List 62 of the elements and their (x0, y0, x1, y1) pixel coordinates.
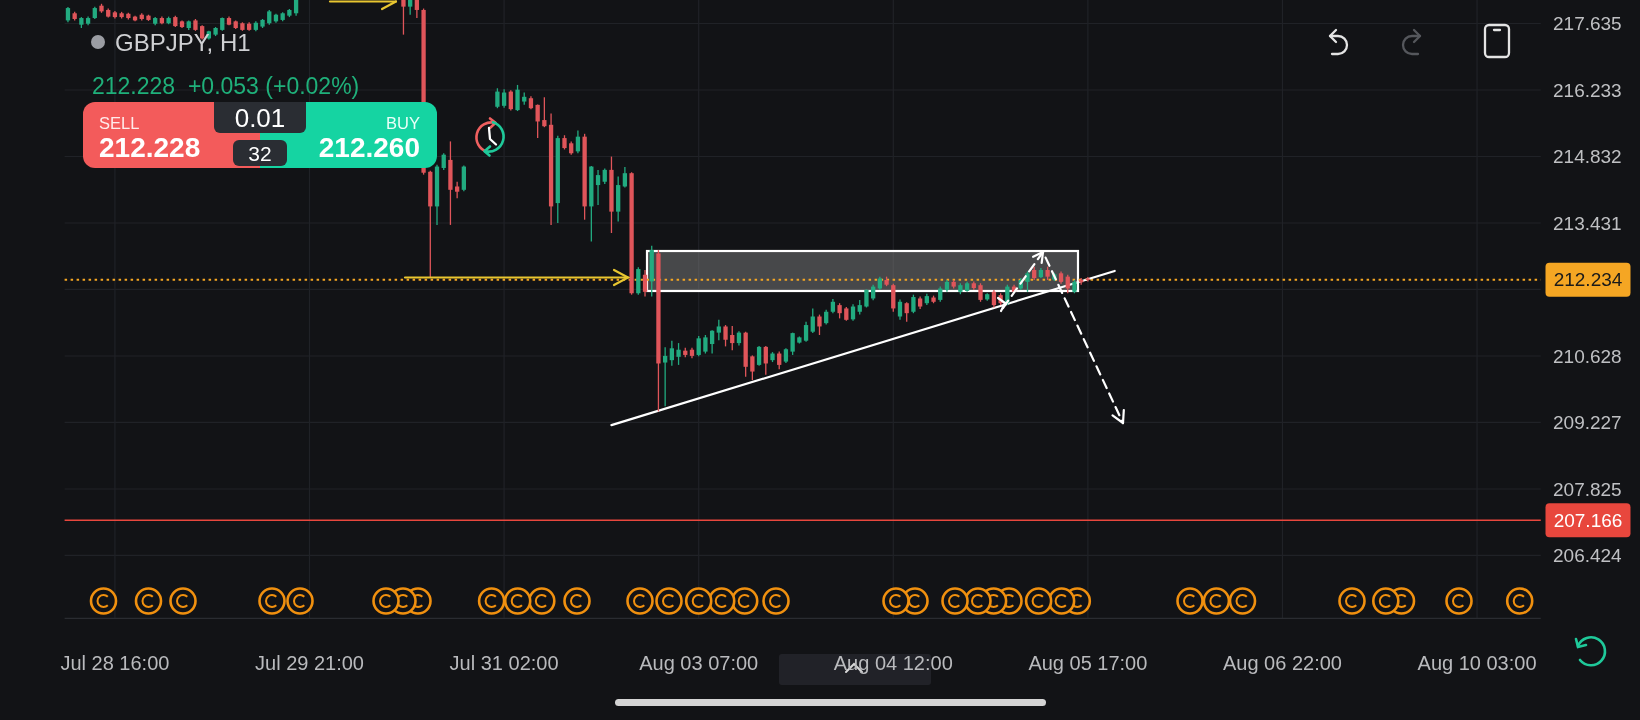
candlestick (716, 319, 721, 341)
candlestick (763, 345, 768, 376)
x-tick-label: Aug 10 03:00 (1417, 652, 1537, 674)
candlestick (817, 313, 822, 336)
y-tick-label: 206.424 (1553, 545, 1623, 567)
text: GBPJPY, H1 (115, 29, 251, 56)
candlestick (542, 96, 547, 128)
x-tick-label: Aug 06 22:00 (1222, 652, 1342, 674)
candlestick (911, 294, 916, 314)
ref-line-label: 212.234 (1553, 269, 1623, 291)
x-tick-label: Jul 28 16:00 (60, 652, 170, 674)
annotation: SELL (99, 114, 140, 132)
annotation: BUY (386, 114, 420, 132)
candlestick (676, 342, 681, 366)
candlestick (723, 324, 728, 348)
ref-line-label: 207.166 (1553, 509, 1623, 531)
candlestick (703, 334, 708, 355)
candlestick (535, 103, 540, 139)
text: 212.228 +0.053 (+0.02%) (92, 73, 360, 99)
x-tick-label: Jul 29 21:00 (255, 652, 365, 674)
annotation: 32 (248, 142, 272, 165)
candlestick (897, 298, 903, 321)
candlestick (750, 354, 755, 381)
annotation: 0.01 (234, 103, 286, 133)
candlestick (756, 345, 762, 367)
candlestick (978, 282, 983, 303)
x-tick-label: Aug 03 07:00 (639, 652, 759, 674)
candlestick (461, 164, 466, 192)
candlestick (696, 335, 701, 358)
candlestick (730, 325, 735, 351)
candlestick (669, 340, 674, 367)
annotation: 212.260 (318, 132, 420, 163)
candlestick (1005, 284, 1010, 306)
candlestick (810, 307, 815, 334)
x-tick-label: Jul 31 02:00 (449, 652, 559, 674)
candlestick (709, 329, 715, 355)
candlestick (595, 169, 601, 206)
candlestick (495, 87, 500, 109)
y-tick-label: 210.628 (1553, 345, 1622, 367)
candlestick (622, 166, 628, 189)
x-tick-label: Aug 05 17:00 (1028, 652, 1148, 674)
candlestick (508, 89, 513, 112)
candlestick (1025, 270, 1030, 293)
candlestick (904, 301, 909, 323)
y-tick-label: 209.227 (1553, 412, 1622, 434)
y-tick-label: 217.635 (1553, 13, 1622, 35)
candlestick (501, 88, 507, 109)
candlestick (414, 0, 420, 19)
candlestick (454, 181, 460, 199)
y-tick-label: 214.832 (1553, 146, 1622, 168)
candlestick (891, 283, 896, 313)
candlestick (1065, 274, 1070, 294)
y-tick-label: 207.825 (1553, 478, 1622, 500)
annotation: 212.228 (99, 132, 201, 163)
x-tick-label: Aug 04 12:00 (833, 652, 953, 674)
candlestick (401, 0, 406, 36)
y-tick-label: 216.233 (1553, 79, 1622, 101)
candlestick (515, 84, 520, 112)
y-tick-label: 213.431 (1553, 212, 1622, 234)
candlestick (642, 269, 648, 298)
candlestick (663, 346, 668, 407)
candlestick (803, 321, 809, 343)
